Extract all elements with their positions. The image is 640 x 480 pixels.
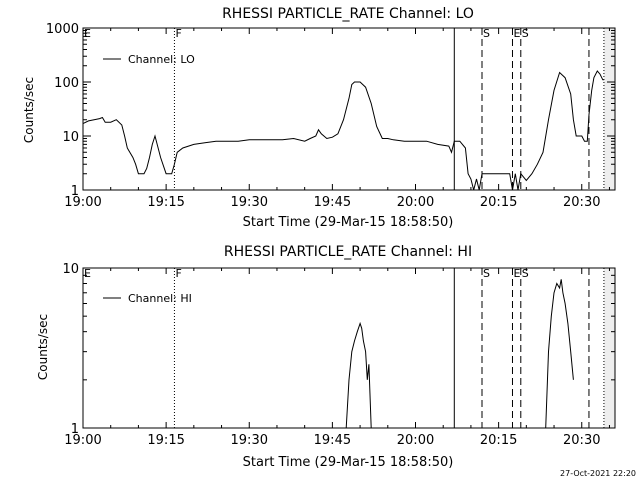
x-axis-label: Start Time (29-Mar-15 18:58:50) (243, 455, 454, 470)
x-tick-label: 20:15 (480, 195, 517, 210)
y-axis: 1 10 (62, 262, 615, 437)
y-tick-label: 1 (71, 422, 79, 437)
x-tick-label: 19:30 (231, 433, 268, 448)
event-marker-label: F (175, 267, 181, 280)
y-tick-label: 10 (62, 130, 79, 145)
generated-timestamp: 27-Oct-2021 22:20 (560, 469, 636, 478)
x-tick-label: 19:45 (314, 433, 351, 448)
legend: Channel: LO (103, 53, 195, 66)
x-tick-label: 20:30 (563, 433, 600, 448)
event-marker-label: E (84, 267, 91, 280)
y-axis: 1 10 100 1000 (46, 22, 615, 199)
x-axis: 19:00 19:15 19:30 19:45 20:00 20:15 20:30 (64, 28, 610, 210)
chart-title: RHESSI PARTICLE_RATE Channel: LO (222, 6, 474, 22)
legend: Channel: HI (103, 292, 192, 305)
y-tick-label: 10 (62, 262, 79, 277)
x-tick-label: 19:00 (64, 195, 101, 210)
x-tick-label: 20:30 (563, 195, 600, 210)
series-line (345, 321, 372, 429)
x-tick-label: 20:00 (397, 433, 434, 448)
chart-title: RHESSI PARTICLE_RATE Channel: HI (224, 244, 472, 260)
y-tick-label: 100 (54, 76, 79, 91)
y-axis-label: Counts/sec (36, 314, 50, 380)
series-lo (82, 70, 604, 191)
event-marker-label: E (84, 27, 91, 40)
shaded-region (603, 28, 615, 190)
x-tick-label: 19:00 (64, 433, 101, 448)
x-tick-label: 19:45 (314, 195, 351, 210)
event-marker-label: E (513, 267, 520, 280)
series-line (82, 70, 604, 191)
x-tick-label: 19:30 (231, 195, 268, 210)
event-marker-label: S (522, 27, 529, 40)
series-line (545, 279, 574, 429)
shaded-region (603, 268, 615, 428)
series-hi (345, 279, 574, 429)
x-axis-label: Start Time (29-Mar-15 18:58:50) (243, 215, 454, 230)
event-marker-label: S (483, 27, 490, 40)
x-tick-label: 19:15 (147, 433, 184, 448)
x-tick-label: 20:15 (480, 433, 517, 448)
event-marker-label: F (175, 27, 181, 40)
event-marker-label: S (483, 267, 490, 280)
x-tick-label: 19:15 (147, 195, 184, 210)
legend-entry: Channel: LO (128, 53, 195, 66)
y-tick-label: 1000 (46, 22, 79, 37)
y-tick-label: 1 (71, 184, 79, 199)
event-marker-label: S (522, 267, 529, 280)
x-axis: 19:00 19:15 19:30 19:45 20:00 20:15 20:30 (64, 268, 610, 448)
x-tick-label: 20:00 (397, 195, 434, 210)
plot-frame (82, 267, 616, 429)
y-axis-label: Counts/sec (22, 77, 36, 143)
legend-entry: Channel: HI (128, 292, 192, 305)
plot-frame (82, 27, 616, 191)
event-marker-label: E (513, 27, 520, 40)
